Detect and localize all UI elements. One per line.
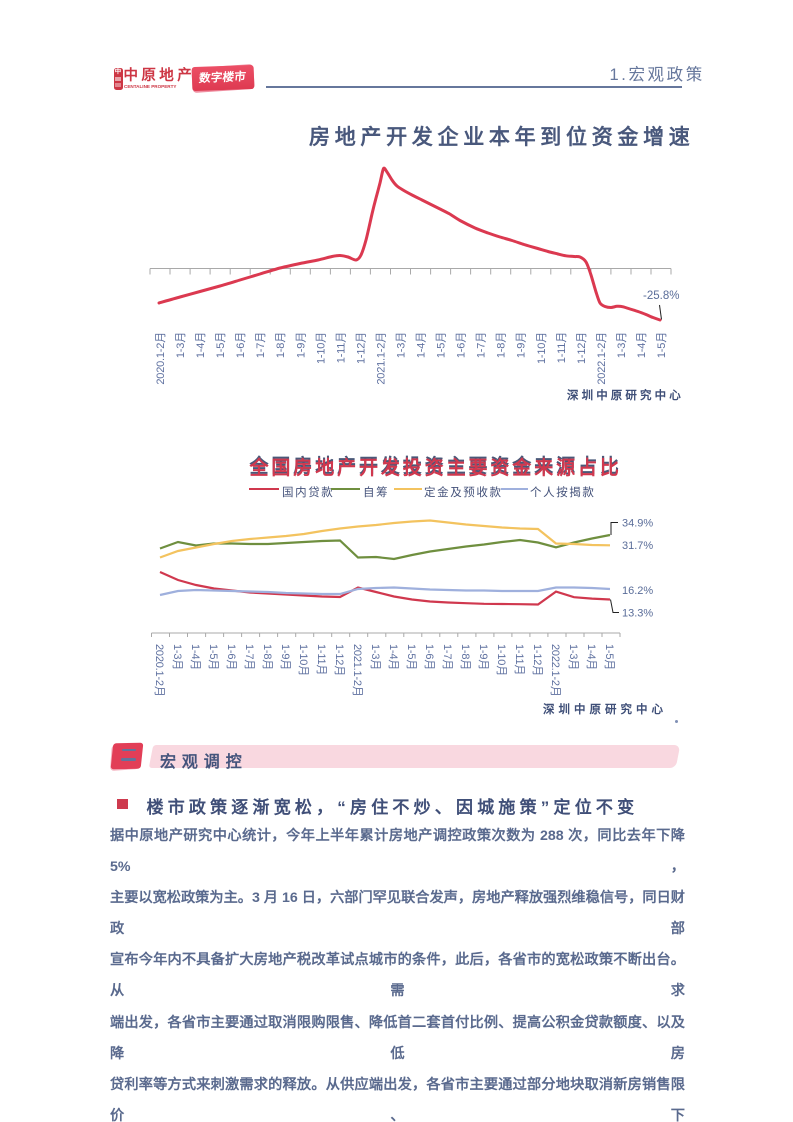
svg-text:1-3月: 1-3月	[567, 644, 579, 670]
svg-text:1-5月: 1-5月	[207, 644, 219, 670]
svg-text:16.2%: 16.2%	[622, 585, 653, 597]
svg-text:1-5月: 1-5月	[656, 332, 668, 358]
svg-text:1-11月: 1-11月	[315, 644, 327, 675]
svg-text:1-7月: 1-7月	[476, 332, 488, 358]
svg-text:1-12月: 1-12月	[576, 332, 588, 364]
svg-text:1-6月: 1-6月	[456, 332, 468, 358]
svg-text:1-6月: 1-6月	[225, 644, 237, 670]
svg-text:34.9%: 34.9%	[622, 518, 653, 530]
svg-text:1-8月: 1-8月	[261, 644, 273, 670]
svg-text:1-4月: 1-4月	[387, 644, 399, 670]
svg-text:-25.8%: -25.8%	[643, 290, 679, 302]
svg-text:2021.1-2月: 2021.1-2月	[351, 644, 363, 697]
svg-text:1-5月: 1-5月	[603, 644, 615, 670]
svg-text:1-4月: 1-4月	[189, 644, 201, 670]
svg-text:1-6月: 1-6月	[235, 332, 247, 358]
svg-text:2022.1-2月: 2022.1-2月	[596, 332, 608, 385]
svg-text:1-11月: 1-11月	[335, 332, 347, 363]
svg-text:1-9月: 1-9月	[477, 644, 489, 670]
svg-text:31.7%: 31.7%	[622, 540, 653, 552]
svg-text:2022.1-2月: 2022.1-2月	[549, 644, 561, 697]
svg-text:1-3月: 1-3月	[369, 644, 381, 670]
svg-text:1-6月: 1-6月	[423, 644, 435, 670]
svg-text:1-8月: 1-8月	[275, 332, 287, 358]
svg-text:1-8月: 1-8月	[496, 332, 508, 358]
svg-text:2020.1-2月: 2020.1-2月	[155, 332, 167, 385]
svg-text:1-11月: 1-11月	[513, 644, 525, 675]
svg-text:1-10月: 1-10月	[495, 644, 507, 676]
svg-text:1-5月: 1-5月	[215, 332, 227, 358]
svg-text:1-12月: 1-12月	[333, 644, 345, 676]
svg-text:1-3月: 1-3月	[616, 332, 628, 358]
svg-text:1-7月: 1-7月	[243, 644, 255, 670]
svg-text:1-12月: 1-12月	[531, 644, 543, 676]
svg-text:1-11月: 1-11月	[556, 332, 568, 363]
svg-text:1-5月: 1-5月	[436, 332, 448, 358]
svg-text:1-3月: 1-3月	[171, 644, 183, 670]
svg-text:1-3月: 1-3月	[396, 332, 408, 358]
svg-text:1-12月: 1-12月	[355, 332, 367, 364]
svg-text:1-4月: 1-4月	[636, 332, 648, 358]
svg-text:1-3月: 1-3月	[175, 332, 187, 358]
svg-text:1-4月: 1-4月	[195, 332, 207, 358]
svg-text:1-10月: 1-10月	[297, 644, 309, 676]
svg-text:1-10月: 1-10月	[536, 332, 548, 364]
svg-text:2021.1-2月: 2021.1-2月	[375, 332, 387, 385]
svg-text:1-10月: 1-10月	[315, 332, 327, 364]
svg-text:2020.1-2月: 2020.1-2月	[153, 644, 165, 697]
svg-text:1-9月: 1-9月	[279, 644, 291, 670]
svg-text:1-5月: 1-5月	[405, 644, 417, 670]
svg-text:1-9月: 1-9月	[516, 332, 528, 358]
svg-text:1-8月: 1-8月	[459, 644, 471, 670]
svg-text:13.3%: 13.3%	[622, 608, 653, 620]
svg-text:1-4月: 1-4月	[416, 332, 428, 358]
svg-text:1-9月: 1-9月	[295, 332, 307, 358]
svg-text:1-4月: 1-4月	[585, 644, 597, 670]
svg-text:1-7月: 1-7月	[255, 332, 267, 358]
svg-text:1-7月: 1-7月	[441, 644, 453, 670]
